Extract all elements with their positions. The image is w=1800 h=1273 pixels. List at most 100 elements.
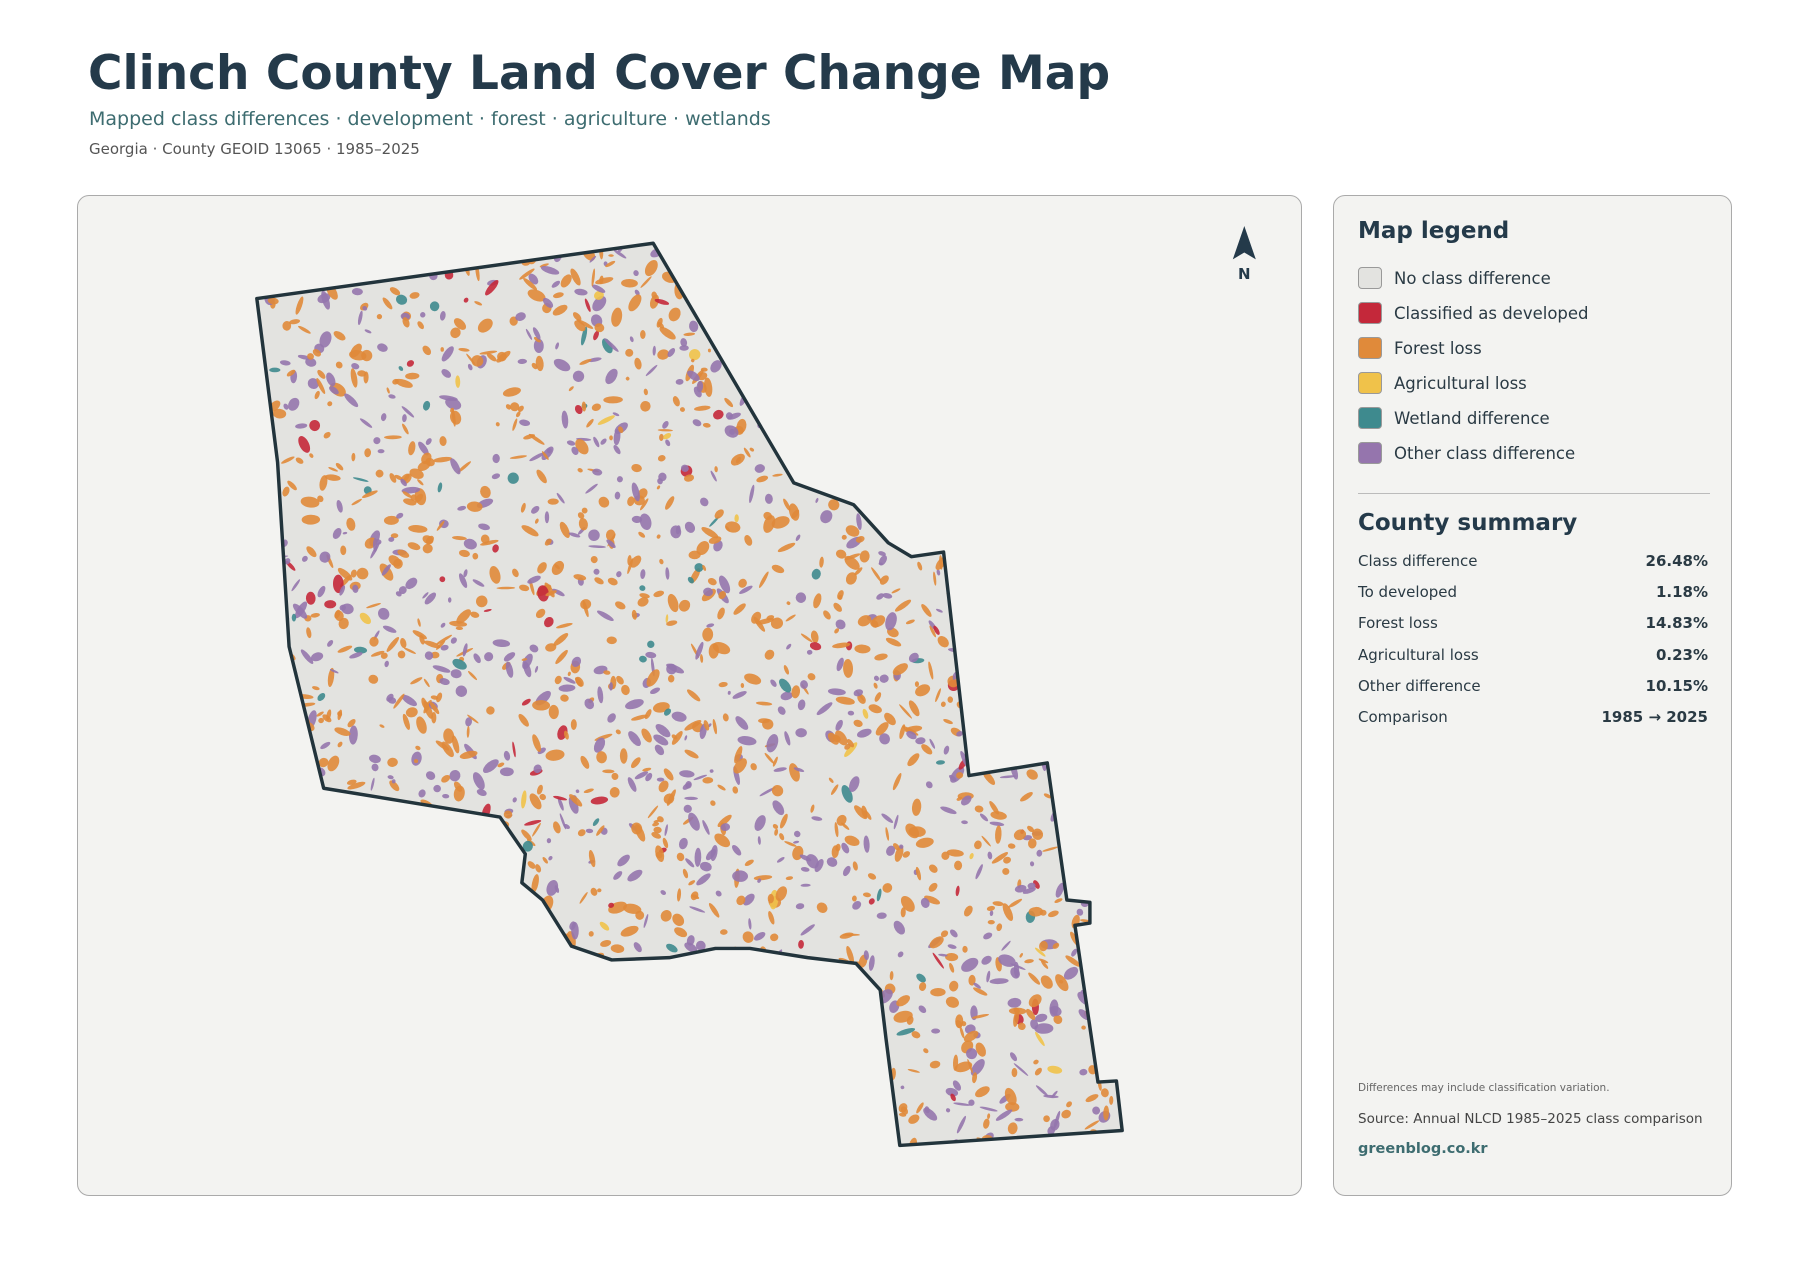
change-patch <box>640 400 651 412</box>
change-patch <box>1060 357 1064 366</box>
change-patch <box>791 685 801 699</box>
change-patch <box>720 823 731 832</box>
change-patch <box>1047 910 1059 918</box>
change-patch <box>580 755 590 769</box>
change-patch <box>607 577 618 586</box>
change-patch <box>311 652 324 662</box>
change-patch <box>463 569 468 578</box>
change-patch <box>1027 314 1039 324</box>
change-patch <box>874 403 883 412</box>
change-patch <box>410 677 423 685</box>
change-patch <box>709 769 714 773</box>
change-patch <box>559 977 572 986</box>
change-patch <box>349 350 367 361</box>
change-patch <box>945 953 959 962</box>
change-patch <box>328 1123 337 1137</box>
change-patch <box>854 567 863 576</box>
change-patch <box>767 1025 775 1035</box>
change-patch <box>337 741 343 748</box>
change-patch <box>318 757 329 768</box>
change-patch <box>1022 347 1032 361</box>
change-patch <box>429 701 440 715</box>
change-patch <box>844 555 860 570</box>
change-patch <box>938 355 951 363</box>
change-patch <box>1013 1010 1019 1027</box>
change-patch <box>701 526 719 539</box>
change-patch <box>810 630 819 644</box>
change-patch <box>813 593 822 609</box>
change-patch <box>338 999 343 1004</box>
change-patch <box>1028 258 1046 266</box>
change-patch <box>572 370 585 382</box>
change-patch <box>771 785 784 797</box>
change-patch <box>1044 285 1054 295</box>
change-patch <box>834 628 840 634</box>
change-patch <box>498 1028 509 1045</box>
change-patch <box>732 691 747 699</box>
change-patch <box>1056 282 1071 294</box>
change-patch <box>536 784 543 795</box>
change-patch <box>961 584 979 592</box>
change-patch <box>714 315 720 325</box>
legend-item: Other class difference <box>1358 441 1575 465</box>
change-patch <box>911 367 919 378</box>
change-patch <box>616 571 622 578</box>
change-patch <box>450 407 454 413</box>
change-patch <box>996 688 1006 693</box>
change-patch <box>585 999 590 1007</box>
change-patch <box>809 1142 817 1146</box>
change-patch <box>634 289 640 296</box>
change-patch <box>571 656 582 667</box>
change-patch <box>852 861 858 871</box>
change-patch <box>733 1081 739 1089</box>
change-patch <box>656 777 665 782</box>
change-patch <box>841 975 854 985</box>
change-patch <box>1119 582 1123 595</box>
change-patch <box>750 1097 756 1105</box>
change-patch <box>519 419 531 426</box>
change-patch <box>440 622 446 628</box>
change-patch <box>782 429 794 448</box>
change-patch <box>610 944 625 953</box>
change-patch <box>788 365 797 373</box>
change-patch <box>772 824 779 829</box>
change-patch <box>439 1136 452 1146</box>
change-patch <box>1084 828 1096 839</box>
change-patch <box>288 397 300 411</box>
change-patch <box>580 326 588 346</box>
change-patch <box>847 710 855 716</box>
change-patch <box>816 284 832 293</box>
change-patch <box>780 243 786 246</box>
change-patch <box>1043 1115 1050 1123</box>
change-patch <box>1110 347 1121 366</box>
change-patch <box>724 397 734 408</box>
change-patch <box>1116 846 1123 855</box>
change-patch <box>256 463 266 476</box>
change-patch <box>273 784 286 790</box>
change-patch <box>1057 771 1066 792</box>
change-patch <box>1092 255 1104 266</box>
change-patch <box>882 593 893 599</box>
change-patch <box>898 1103 908 1113</box>
change-patch <box>709 516 720 527</box>
change-patch <box>406 360 415 367</box>
change-patch <box>949 382 960 399</box>
change-patch <box>846 480 857 491</box>
change-patch <box>393 693 405 709</box>
change-patch <box>851 1042 859 1047</box>
change-patch <box>682 868 689 879</box>
change-patch <box>614 491 621 500</box>
change-patch <box>755 701 773 706</box>
change-patch <box>718 681 728 688</box>
change-patch <box>272 637 280 647</box>
change-patch <box>300 944 308 949</box>
change-patch <box>1063 966 1079 980</box>
legend-swatch <box>1358 442 1382 464</box>
change-patch <box>730 453 745 466</box>
change-patch <box>972 466 982 474</box>
change-patch <box>947 944 957 949</box>
change-patch <box>1035 657 1052 671</box>
change-patch <box>593 436 600 448</box>
change-patch <box>985 305 993 311</box>
change-patch <box>1121 1091 1123 1103</box>
